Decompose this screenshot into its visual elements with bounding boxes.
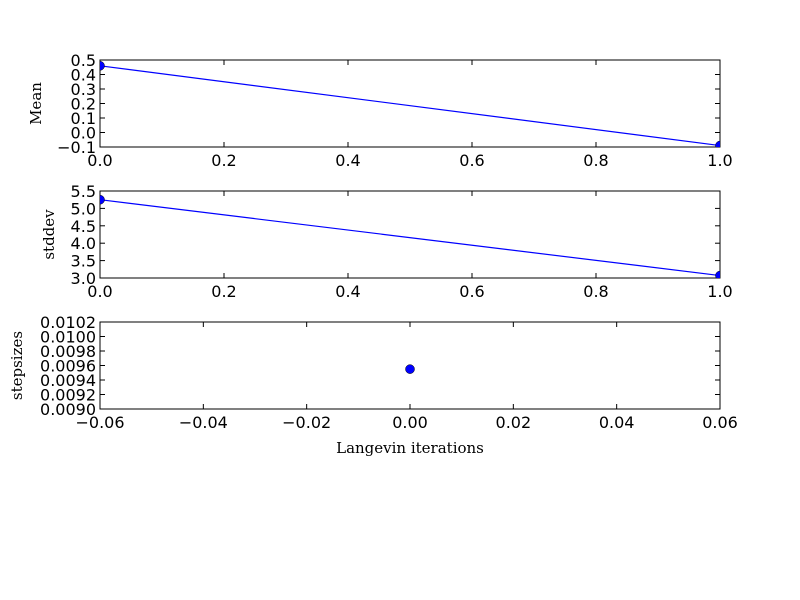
x-tick-label: 0.4 <box>335 151 360 170</box>
data-point <box>715 140 720 147</box>
data-point <box>100 61 105 71</box>
y-tick-label: 0.0090 <box>40 400 96 419</box>
y-tick-label: 0.4 <box>71 66 96 85</box>
y-tick-label: 5.0 <box>71 199 96 218</box>
x-tick-label: 0.4 <box>335 282 360 301</box>
y-tick-label: 4.0 <box>71 234 96 253</box>
y-tick-label: 0.0 <box>71 124 96 143</box>
y-tick-label: 3.5 <box>71 252 96 271</box>
x-tick-label: 0.0 <box>87 282 112 301</box>
axes-frame <box>99 190 721 279</box>
x-tick-label: 0.04 <box>599 413 635 432</box>
y-tick-label: 3.0 <box>71 269 96 288</box>
x-tick-label: 0.00 <box>392 413 428 432</box>
y-tick-label: 0.0100 <box>40 328 96 347</box>
plot-area <box>405 364 415 374</box>
series-line <box>100 65 720 147</box>
series-line <box>100 199 720 277</box>
y-axis-label: Mean <box>27 82 45 125</box>
x-tick-label: 0.2 <box>211 151 236 170</box>
y-tick-label: 0.1 <box>71 109 96 128</box>
x-tick-label: −0.04 <box>179 413 228 432</box>
subplot-1: 0.0 0.2 0.4 0.6 0.8 1.0−0.10.00.10.20.30.40.5… <box>27 51 733 170</box>
y-tick-label: 0.2 <box>71 95 96 114</box>
x-tick-label: 0.06 <box>702 413 738 432</box>
y-tick-label: 0.0092 <box>40 386 96 405</box>
x-tick-label: −0.02 <box>282 413 331 432</box>
x-tick-label: 0.02 <box>496 413 532 432</box>
x-tick-label: 1.0 <box>707 282 732 301</box>
x-tick-label: 0.6 <box>459 151 484 170</box>
x-tick-label: 0.8 <box>583 151 608 170</box>
subplot-2: 0.0 0.2 0.4 0.6 0.8 1.0 3.03.54.04.55.05.5 stdd… <box>40 182 733 301</box>
y-tick-label: −0.1 <box>57 138 96 157</box>
y-tick-label: 0.0094 <box>40 371 96 390</box>
x-tick-label: 0.8 <box>583 282 608 301</box>
x-tick-label: 0.2 <box>211 282 236 301</box>
x-axis-label: Langevin iterations <box>336 439 484 457</box>
x-tick-label: 0.0 <box>87 151 112 170</box>
x-tick-label: −0.06 <box>75 413 124 432</box>
y-tick-label: 5.5 <box>71 182 96 201</box>
data-point <box>715 270 720 278</box>
y-tick-label: 4.5 <box>71 217 96 236</box>
y-axis-label: stepsizes <box>8 331 26 400</box>
y-axis-label: stddev <box>40 209 58 260</box>
x-tick-label: 0.6 <box>459 282 484 301</box>
plot-area <box>100 61 720 147</box>
y-tick-label: 0.0096 <box>40 357 96 376</box>
data-point <box>100 194 105 205</box>
y-tick-label: 0.3 <box>71 80 96 99</box>
y-tick-label: 0.0102 <box>40 313 96 332</box>
subplot-3: −0.06 −0.04 −0.02 0.00 0.02 0.04 0.060.00900.0… <box>8 313 738 457</box>
y-tick-label: 0.0098 <box>40 342 96 361</box>
data-point <box>405 364 415 374</box>
y-tick-label: 0.5 <box>71 51 96 70</box>
x-tick-label: 1.0 <box>707 151 732 170</box>
plot-area <box>100 194 720 278</box>
